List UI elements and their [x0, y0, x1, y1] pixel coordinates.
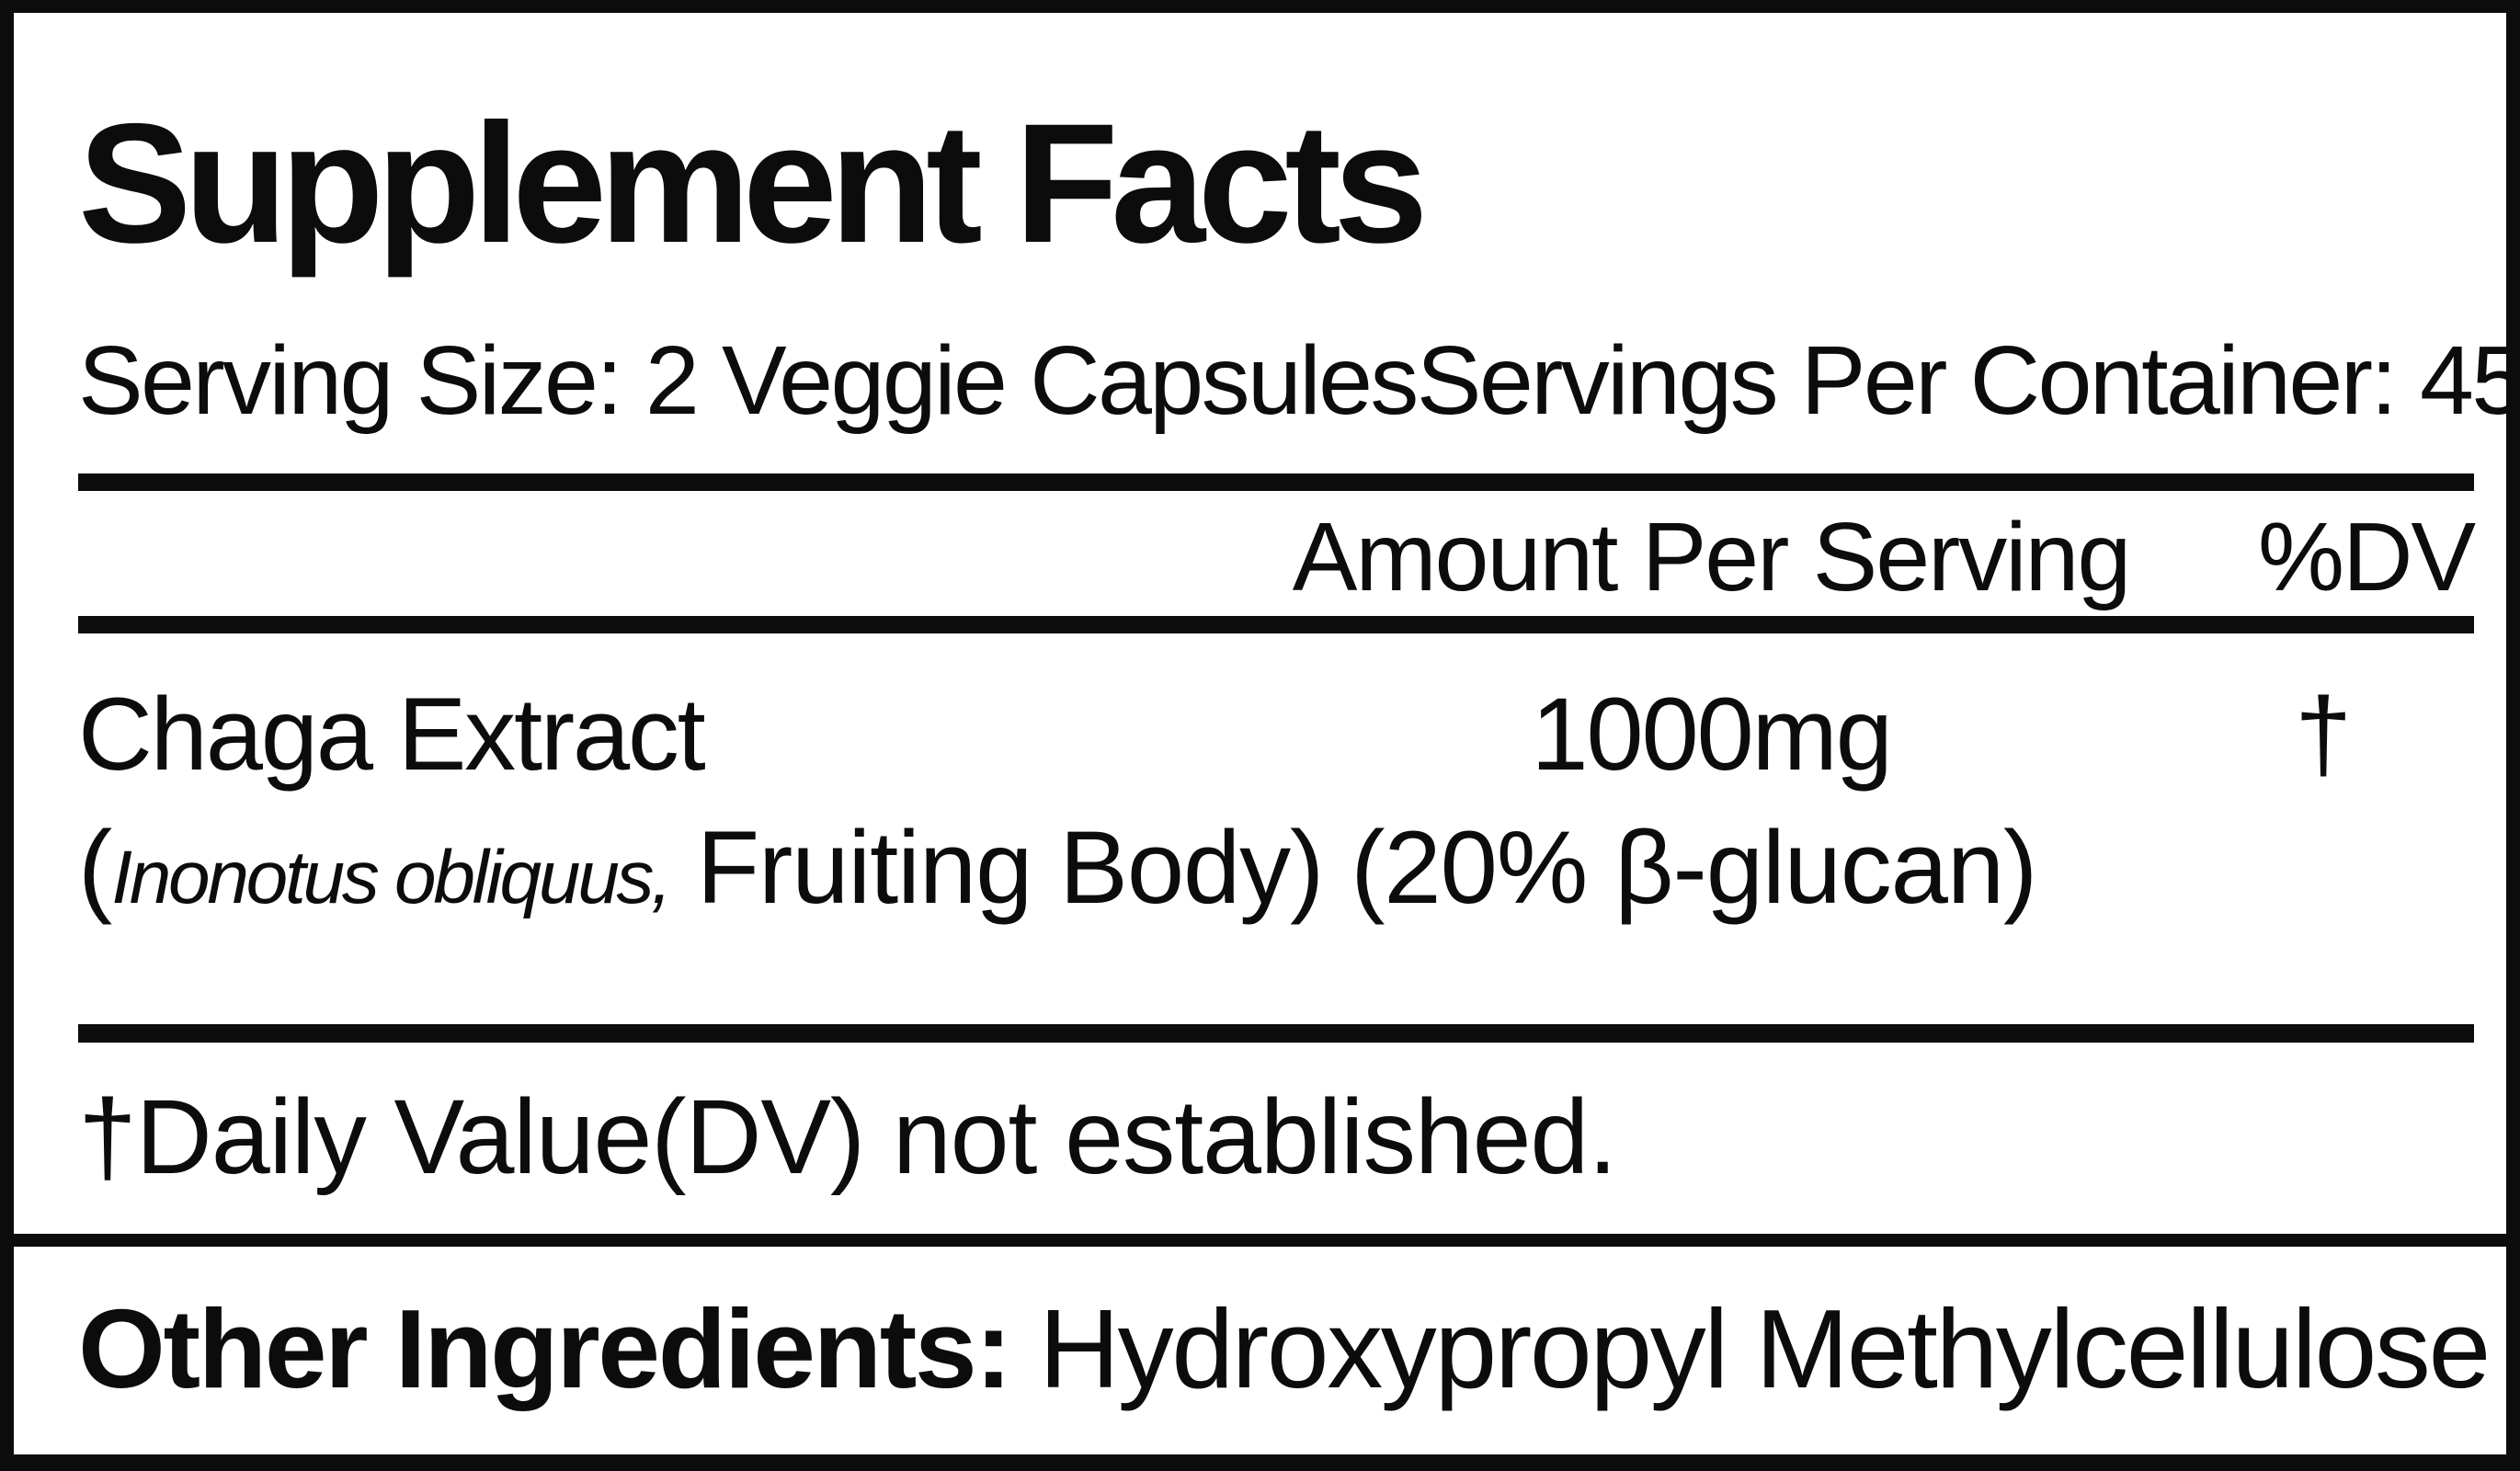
panel-title: Supplement Facts — [78, 89, 1428, 279]
other-ingredients-row: Other Ingredients: Hydroxypropyl Methylc… — [78, 1293, 2491, 1405]
percent-dv-header: %DV — [2257, 503, 2476, 611]
amount-per-serving-header: Amount Per Serving — [1292, 503, 2132, 611]
ingredient-latin-name: Inonotus obliquus, — [111, 836, 672, 919]
column-header-row: Amount Per Serving %DV — [78, 503, 2476, 611]
divider-above-other-ingredients — [14, 1234, 2506, 1247]
ingredient-name: Chaga Extract — [78, 677, 706, 792]
ingredient-detail-open-paren: ( — [78, 810, 112, 925]
ingredient-row: Chaga Extract 1000mg † — [78, 683, 2474, 786]
ingredient-detail-line: (Inonotus obliquus, Fruiting Body) (20% … — [78, 816, 2474, 929]
servings-per-container-text: Servings Per Container: 45 — [1416, 326, 2520, 435]
serving-size-text: Serving Size: 2 Veggie Capsules — [78, 326, 1419, 435]
ingredient-dv-dagger: † — [2294, 677, 2352, 792]
other-ingredients-label: Other Ingredients: — [78, 1286, 1012, 1411]
divider-top-thick — [78, 473, 2474, 491]
divider-above-footnote — [78, 1024, 2474, 1043]
serving-info-row: Serving Size: 2 Veggie Capsules Servings… — [78, 326, 2506, 435]
divider-under-header — [78, 616, 2474, 633]
ingredient-amount: 1000mg — [1531, 677, 1893, 792]
ingredient-detail-rest: Fruiting Body) (20% β-glucan) — [668, 810, 2038, 925]
other-ingredients-value: Hydroxypropyl Methylcellulose — [1009, 1286, 2491, 1411]
daily-value-footnote: †Daily Value(DV) not established. — [78, 1078, 1617, 1196]
